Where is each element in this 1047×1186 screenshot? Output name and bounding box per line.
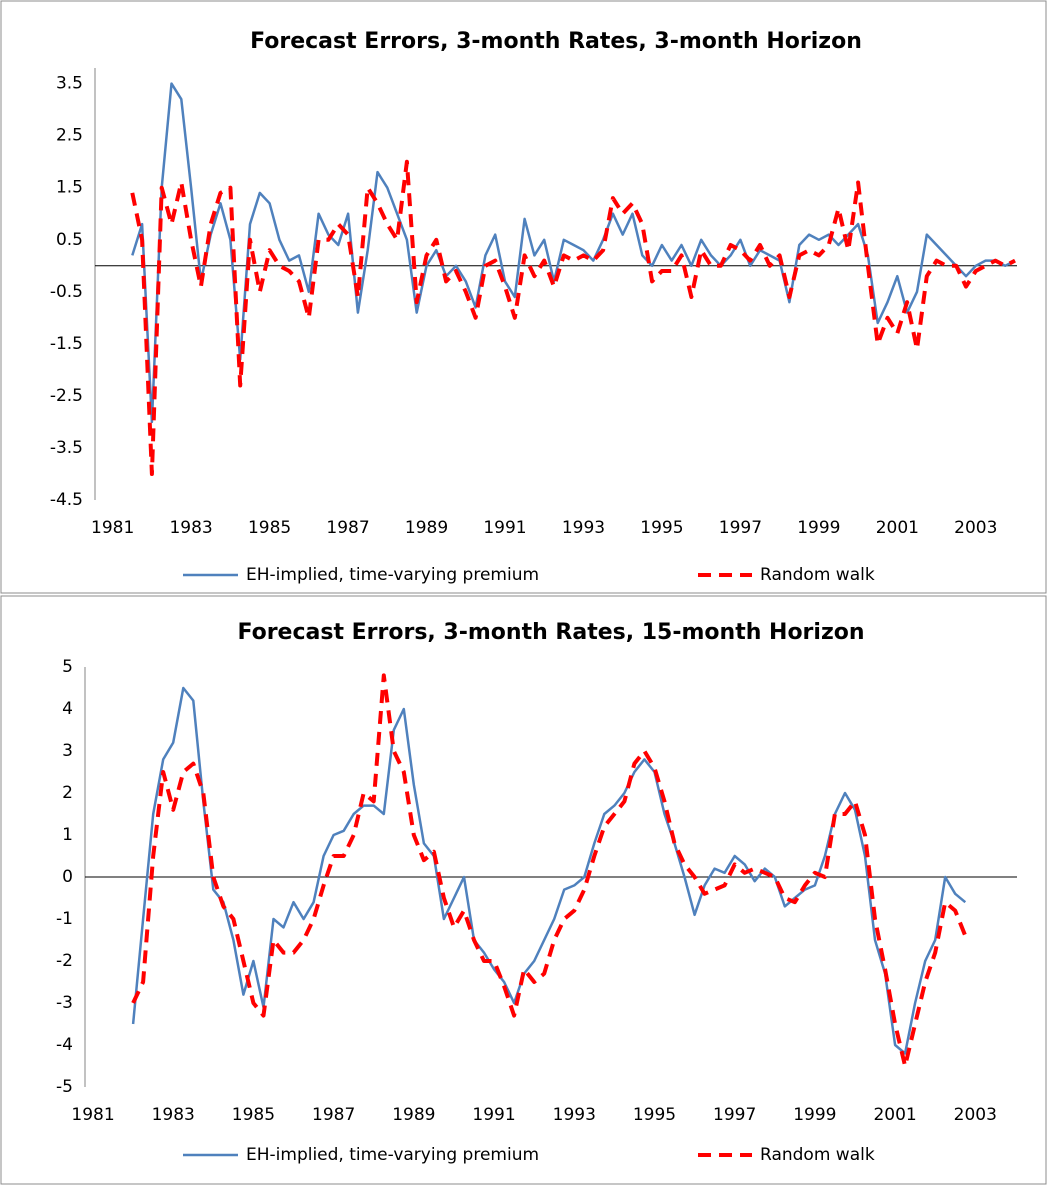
panel-border: [0, 595, 1047, 1185]
legend-label: EH-implied, time-varying premium: [246, 565, 539, 585]
y-tick-label: -0.5: [50, 282, 83, 302]
x-tick-label: 1989: [392, 1105, 435, 1125]
y-tick-label: 3: [62, 741, 73, 761]
x-tick-label: 1997: [719, 518, 762, 538]
y-tick-label: 0.5: [56, 230, 83, 250]
x-tick-label: 1999: [793, 1105, 836, 1125]
x-tick-label: 1987: [326, 518, 369, 538]
y-tick-label: 5: [62, 657, 73, 677]
x-tick-label: 1997: [713, 1105, 756, 1125]
y-tick-label: -3.5: [50, 438, 83, 458]
y-tick-label: -2: [56, 951, 73, 971]
x-tick-label: 2003: [954, 1105, 997, 1125]
data-line: [131, 673, 968, 1068]
x-tick-label: 1999: [797, 518, 840, 538]
chart: Forecast Errors, 3-month Rates, 15-month…: [56, 620, 1017, 1165]
x-tick-label: 2001: [876, 518, 919, 538]
data-line: [131, 686, 967, 1055]
x-tick-label: 1995: [633, 1105, 676, 1125]
x-tick-label: 1983: [152, 1105, 195, 1125]
x-tick-label: 2003: [954, 518, 997, 538]
y-tick-label: 0: [62, 867, 73, 887]
chart: Forecast Errors, 3-month Rates, 3-month …: [50, 29, 1017, 585]
x-tick-label: 1993: [562, 518, 605, 538]
x-tick-label: 1987: [312, 1105, 355, 1125]
y-tick-label: 2: [62, 783, 73, 803]
x-tick-label: 1991: [472, 1105, 515, 1125]
chart-title: Forecast Errors, 3-month Rates, 3-month …: [250, 29, 862, 54]
y-tick-label: -5: [56, 1077, 73, 1097]
legend-label: Random walk: [760, 565, 875, 585]
y-tick-label: -4: [56, 1035, 73, 1055]
y-tick-label: -1: [56, 909, 73, 929]
x-tick-label: 1985: [248, 518, 291, 538]
x-tick-label: 1981: [71, 1105, 114, 1125]
y-tick-label: 1: [62, 825, 73, 845]
x-tick-label: 1991: [483, 518, 526, 538]
y-tick-label: 1.5: [56, 178, 83, 198]
chart-title: Forecast Errors, 3-month Rates, 15-month…: [237, 620, 864, 645]
y-tick-label: 3.5: [56, 74, 83, 94]
y-tick-label: 4: [62, 699, 73, 719]
x-tick-label: 1989: [405, 518, 448, 538]
y-tick-label: -2.5: [50, 386, 83, 406]
y-tick-label: 2.5: [56, 126, 83, 146]
x-tick-label: 2001: [873, 1105, 916, 1125]
y-tick-label: -4.5: [50, 490, 83, 510]
x-tick-label: 1985: [232, 1105, 275, 1125]
y-tick-label: -3: [56, 993, 73, 1013]
legend-label: EH-implied, time-varying premium: [246, 1145, 539, 1165]
x-tick-label: 1981: [91, 518, 134, 538]
data-line: [130, 159, 1016, 476]
x-tick-label: 1983: [169, 518, 212, 538]
legend-label: Random walk: [760, 1145, 875, 1165]
x-tick-label: 1995: [640, 518, 683, 538]
y-tick-label: -1.5: [50, 334, 83, 354]
x-tick-label: 1993: [553, 1105, 596, 1125]
